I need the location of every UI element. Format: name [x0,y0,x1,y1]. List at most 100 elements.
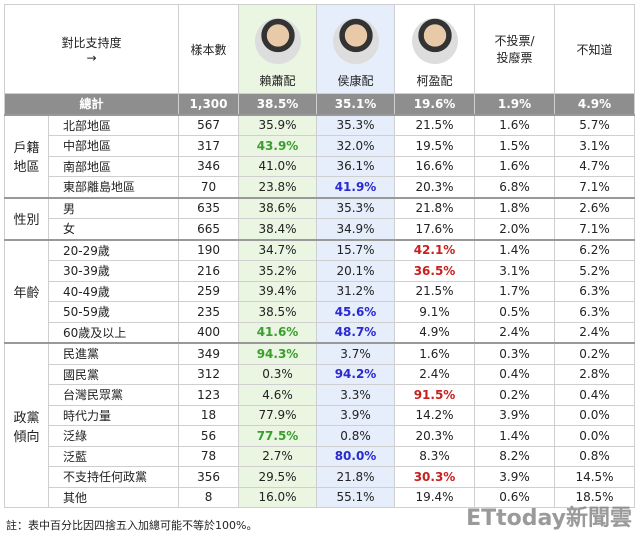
data-row: 性別男 635 38.6% 35.3% 21.8% 1.8% 2.6% [4,196,636,240]
sample-size: 56 [178,425,240,447]
percentage: 20.3% [394,425,476,447]
data-row: 南部地區 346 41.0% 36.1% 16.6% 1.6% 4.7% [5,155,636,177]
percentage: 94.3% [238,342,318,365]
candidate-name: 柯盈配 [416,74,453,88]
percentage: 5.2% [554,260,636,282]
percentage: 1.7% [474,280,556,302]
percentage: 94.2% [316,363,396,385]
percentage: 19.5% [394,135,476,157]
percentage: 21.5% [394,280,476,302]
data-row: 國民黨 312 0.3% 94.2% 2.4% 0.4% 2.8% [5,363,636,385]
row-label: 其他 [47,486,180,508]
row-label: 中部地區 [47,135,180,157]
candidate-photo [254,18,301,64]
percentage: 0.2% [474,384,556,406]
percentage: 2.8% [554,363,636,385]
percentage: 39.4% [238,280,318,302]
group-label: 政黨傾向 [4,342,49,508]
sample-size: 18 [178,404,240,426]
row-label: 東部離島地區 [47,176,180,198]
sample-size: 78 [178,445,240,467]
percentage: 2.4% [474,321,556,344]
arrow: → [86,50,97,65]
row-label: 60歲及以上 [47,321,180,344]
sample-size: 123 [178,384,240,406]
percentage: 0.6% [474,486,556,508]
sample-size: 567 [178,113,240,136]
percentage: 0.3% [238,363,318,385]
percentage: 7.1% [554,176,636,198]
percentage: 4.9% [394,321,476,344]
sample-size: 1,300 [178,93,240,115]
percentage: 38.5% [238,301,318,323]
row-label: 民進黨 [47,342,180,365]
percentage: 0.3% [474,342,556,365]
header-row: 對比支持度 → 樣本數 賴蕭配 侯康配 柯盈配 不投票/ 投廢票 不知道 [3,4,636,94]
percentage: 77.5% [238,425,318,447]
sample-size: 635 [178,196,240,219]
percentage: 30.3% [394,466,476,488]
percentage: 8.2% [474,445,556,467]
sample-size: 259 [178,280,240,302]
percentage: 29.5% [238,466,318,488]
percentage: 36.1% [316,155,396,177]
percentage: 43.9% [238,135,318,157]
percentage: 21.8% [316,466,396,488]
row-label: 國民黨 [47,363,180,385]
sample-size: 312 [178,363,240,385]
percentage: 3.3% [316,384,396,406]
percentage: 0.4% [554,384,636,406]
percentage: 0.2% [554,342,636,365]
percentage: 3.9% [474,466,556,488]
percentage: 38.6% [238,196,318,219]
percentage: 20.1% [316,260,396,282]
percentage: 20.3% [394,176,476,198]
data-row: 其他 8 16.0% 55.1% 19.4% 0.6% 18.5% [5,486,636,508]
percentage: 42.1% [394,238,476,261]
percentage: 7.1% [554,218,636,240]
row-label: 時代力量 [47,404,180,426]
sample-size: 235 [178,301,240,323]
percentage: 41.0% [238,155,318,177]
data-row: 戶籍地區 北部地區 567 35.9% 35.3% 21.5% 1.6% 5.7% [4,113,636,198]
percentage: 3.7% [316,342,396,365]
sample-size: 190 [178,238,240,261]
candidate-header: 賴蕭配 [238,4,318,94]
percentage: 35.3% [316,113,396,136]
percentage: 41.9% [316,176,396,198]
percentage: 6.2% [554,238,636,261]
group-label: 性別 [4,196,49,240]
percentage: 14.5% [554,466,636,488]
percentage: 35.2% [238,260,318,282]
percentage: 18.5% [554,486,636,508]
percentage: 4.6% [238,384,318,406]
sample-size: 346 [178,155,240,177]
percentage: 34.9% [316,218,396,240]
percentage: 3.9% [474,404,556,426]
row-label: 泛綠 [47,425,180,447]
sample-size: 8 [178,486,240,508]
row-label: 泛藍 [47,445,180,467]
percentage: 77.9% [238,404,318,426]
percentage: 34.7% [238,238,318,261]
data-row: 50-59歲 235 38.5% 45.6% 9.1% 0.5% 6.3% [5,301,636,323]
sample-size: 400 [178,321,240,344]
row-label: 50-59歲 [47,301,180,323]
percentage: 0.5% [474,301,556,323]
percentage: 48.7% [316,321,396,344]
watermark: ETtoday新聞雲 [466,506,632,531]
sample-size: 70 [178,176,240,198]
header-title: 對比支持度 → [3,4,180,94]
percentage: 19.4% [394,486,476,508]
data-row: 年齡 20-29歲 190 34.7% 15.7% 42.1% 1.4% 6.2% [4,238,636,344]
percentage: 21.8% [394,196,476,219]
data-row: 政黨傾向 民進黨 349 94.3% 3.7% 1.6% 0.3% 0.2% [4,342,636,508]
percentage: 14.2% [394,404,476,426]
percentage: 2.0% [474,218,556,240]
row-label: 40-49歲 [47,280,180,302]
candidate-photo [332,18,379,64]
percentage: 36.5% [394,260,476,282]
row-label: 北部地區 [47,113,180,136]
percentage: 16.0% [238,486,318,508]
percentage: 3.1% [554,135,636,157]
